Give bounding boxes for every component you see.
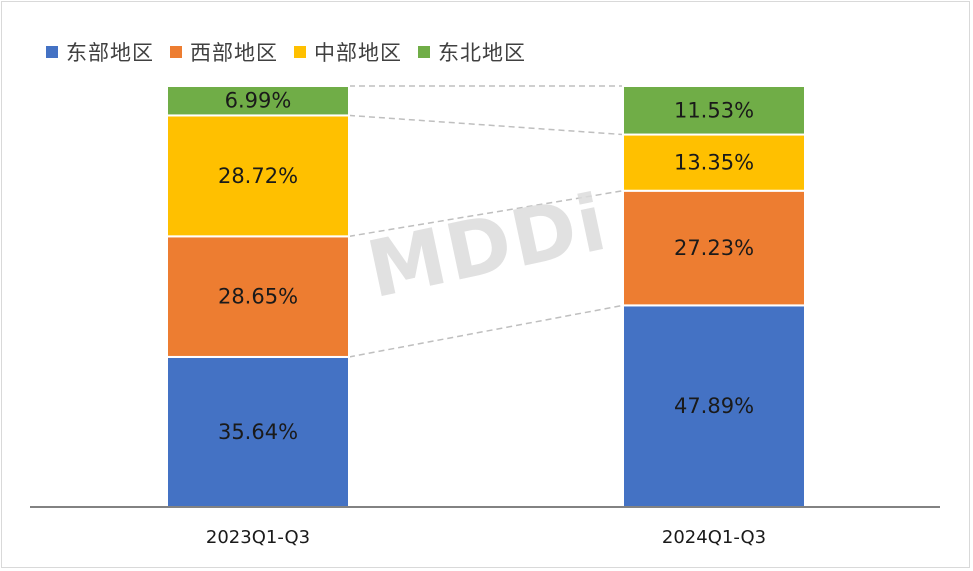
data-label-0-3: 6.99%	[225, 89, 292, 113]
data-label-0-2: 28.72%	[218, 164, 298, 188]
series-line-2	[348, 114, 624, 136]
legend: 东部地区 西部地区 中部地区 东北地区	[46, 38, 542, 66]
category-labels: 2023Q1-Q3 2024Q1-Q3	[206, 527, 766, 548]
legend-swatch-northeast	[418, 46, 430, 58]
legend-item-west: 西部地区	[170, 37, 278, 67]
legend-item-east: 东部地区	[46, 37, 154, 67]
legend-item-northeast: 东北地区	[418, 37, 526, 67]
data-label-0-1: 28.65%	[218, 285, 298, 309]
data-label-1-2: 13.35%	[674, 151, 754, 175]
series-line-1	[348, 190, 624, 238]
category-label-0: 2023Q1-Q3	[206, 527, 310, 548]
series-connector-lines	[348, 85, 624, 358]
legend-label-northeast: 东北地区	[438, 41, 526, 65]
legend-label-west: 西部地区	[190, 41, 278, 65]
data-label-1-3: 11.53%	[674, 98, 754, 122]
bar-segment-0-3	[166, 85, 350, 117]
bar-segment-1-0	[622, 304, 806, 508]
bars: 35.64% 28.65% 28.72% 6.99% 47.89% 27.23% 13.35…	[166, 85, 806, 508]
category-label-1: 2024Q1-Q3	[662, 527, 766, 548]
bar-segment-0-2	[166, 114, 350, 238]
legend-swatch-central	[294, 46, 306, 58]
legend-swatch-east	[46, 46, 58, 58]
legend-swatch-west	[170, 46, 182, 58]
bar-segment-1-2	[622, 133, 806, 192]
data-label-1-0: 47.89%	[674, 394, 754, 418]
series-line-0	[348, 304, 624, 358]
legend-item-central: 中部地区	[294, 37, 402, 67]
legend-label-east: 东部地区	[66, 41, 154, 65]
legend-label-central: 中部地区	[314, 41, 402, 65]
bar-segment-0-1	[166, 235, 350, 358]
data-label-0-0: 35.64%	[218, 420, 298, 444]
data-label-1-1: 27.23%	[674, 236, 754, 260]
bar-segment-1-3	[622, 85, 806, 136]
